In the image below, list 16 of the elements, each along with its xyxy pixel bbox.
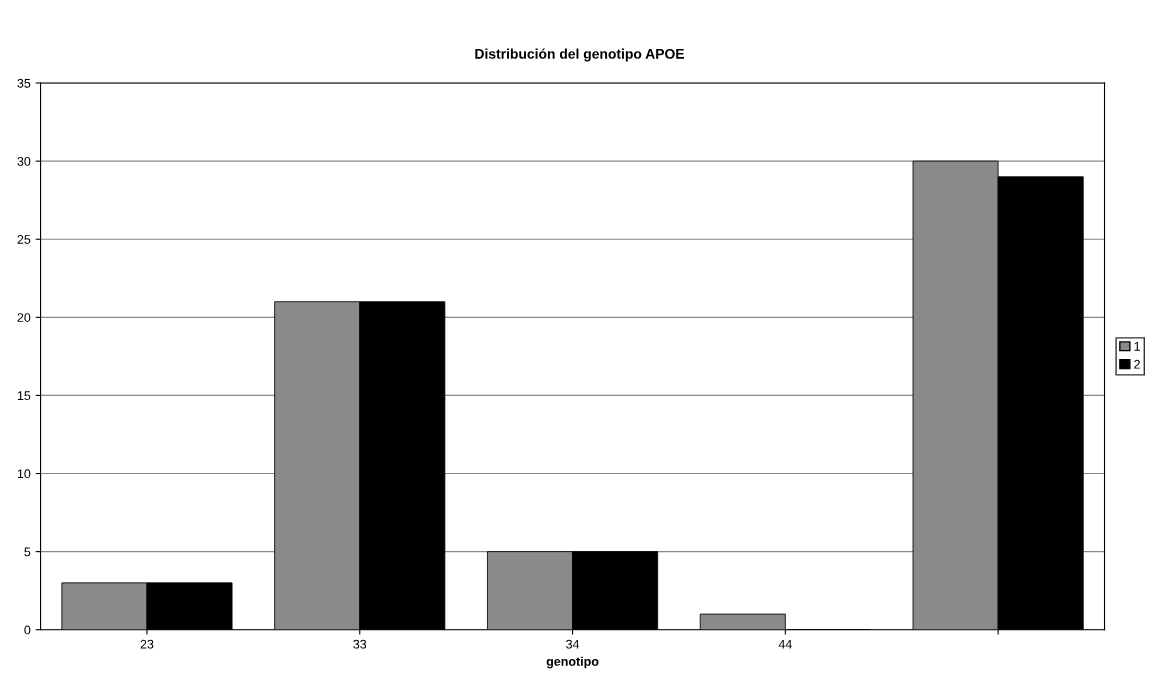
x-axis-title: genotipo (546, 656, 599, 669)
y-tick-label: 20 (17, 313, 31, 322)
y-tick-label: 35 (17, 78, 31, 88)
x-tick-label: 44 (778, 639, 792, 649)
chart-title: Distribución del genotipo APOE (475, 48, 685, 62)
y-tick-label: 25 (17, 235, 31, 244)
x-tick-label: 33 (353, 639, 367, 649)
legend-label: 2 (1134, 359, 1140, 369)
x-tick-label: 34 (566, 639, 580, 649)
x-tick-label: 23 (140, 639, 154, 649)
y-tick-label: 15 (17, 391, 31, 401)
legend-label: 1 (1134, 342, 1140, 351)
y-tick-label: 0 (24, 625, 31, 635)
y-tick-label: 30 (17, 156, 31, 166)
y-tick-label: 10 (17, 469, 31, 479)
y-tick-label: 5 (24, 547, 31, 557)
